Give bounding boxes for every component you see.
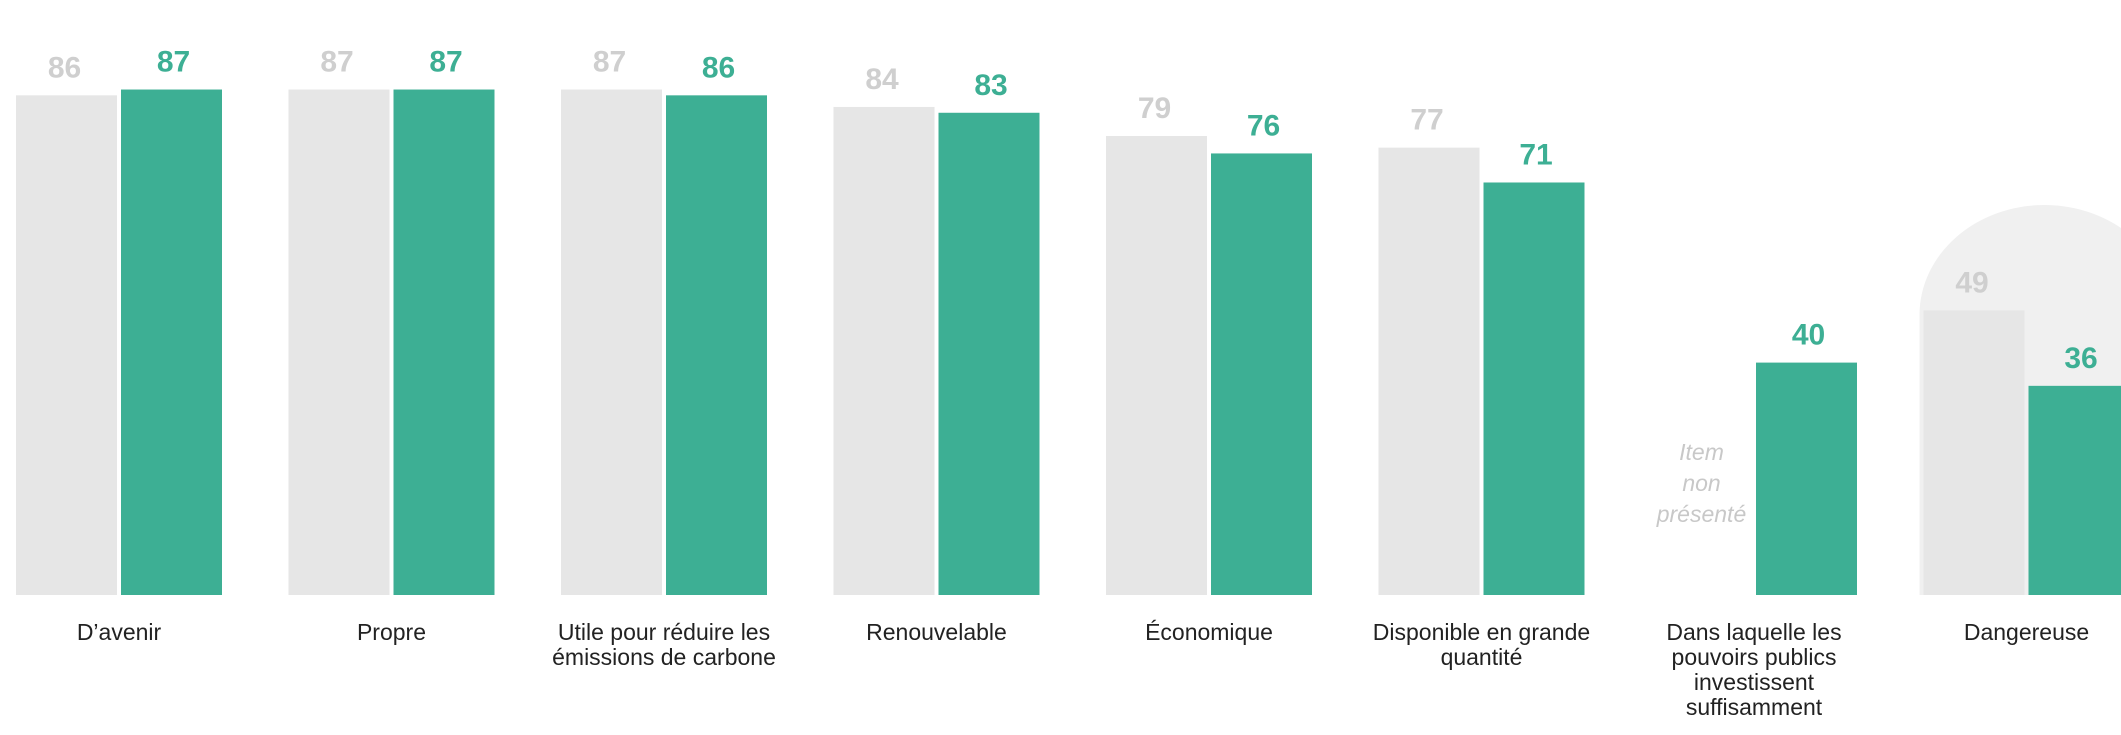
data-label-s1-renouvelable: 84 <box>865 63 899 96</box>
data-label-s1-propre: 87 <box>320 46 353 79</box>
data-label-s2-dangereuse: 36 <box>2064 342 2097 375</box>
bar-s2-d-avenir <box>121 89 222 595</box>
bar-s2-utile-pour-reduire-les-emissions-de-carbone <box>666 95 767 595</box>
data-label-s2-disponible-en-grande-quantite: 71 <box>1519 138 1552 171</box>
data-label-s2-propre: 87 <box>429 46 462 79</box>
bar-s1-dangereuse <box>1923 310 2025 595</box>
data-label-s1-d-avenir: 86 <box>48 51 81 84</box>
category-label-dangereuse: Dangereuse <box>1964 619 2089 645</box>
category-label-dans-laquelle-les-pouvoirs-publics-investissent-suffisamment: pouvoirs publics <box>1672 644 1837 670</box>
data-label-s1-utile-pour-reduire-les-emissions-de-carbone: 87 <box>593 46 626 79</box>
category-label-dans-laquelle-les-pouvoirs-publics-investissent-suffisamment: Dans laquelle les <box>1666 619 1841 645</box>
bar-s2-dangereuse <box>2028 385 2121 595</box>
bar-s2-disponible-en-grande-quantite <box>1483 182 1585 596</box>
category-label-disponible-en-grande-quantite: quantité <box>1441 644 1523 670</box>
category-label-disponible-en-grande-quantite: Disponible en grande <box>1373 619 1590 645</box>
data-label-s2-renouvelable: 83 <box>974 69 1007 102</box>
category-label-utile-pour-reduire-les-emissions-de-carbone: Utile pour réduire les <box>558 619 770 645</box>
bar-s1-d-avenir <box>16 95 117 595</box>
category-label-utile-pour-reduire-les-emissions-de-carbone: émissions de carbone <box>552 644 776 670</box>
missing-label-dans-laquelle-les-pouvoirs-publics-investissent-suffisamment: non <box>1682 470 1720 496</box>
bar-s1-renouvelable <box>833 106 935 596</box>
data-label-s1-economique: 79 <box>1138 92 1171 125</box>
data-label-s1-disponible-en-grande-quantite: 77 <box>1410 104 1443 137</box>
bar-s2-propre <box>393 89 495 595</box>
category-label-dans-laquelle-les-pouvoirs-publics-investissent-suffisamment: investissent <box>1694 669 1815 695</box>
bar-s1-propre <box>288 89 390 595</box>
data-label-s1-dangereuse: 49 <box>1955 266 1988 299</box>
bar-s1-disponible-en-grande-quantite <box>1378 147 1480 595</box>
bar-s2-dans-laquelle-les-pouvoirs-publics-investissent-suffisamment <box>1756 362 1857 595</box>
bar-s1-utile-pour-reduire-les-emissions-de-carbone <box>561 89 662 595</box>
missing-label-dans-laquelle-les-pouvoirs-publics-investissent-suffisamment: présenté <box>1656 501 1747 527</box>
category-label-d-avenir: D’avenir <box>77 619 162 645</box>
category-label-dans-laquelle-les-pouvoirs-publics-investissent-suffisamment: suffisamment <box>1686 694 1823 720</box>
data-label-s2-utile-pour-reduire-les-emissions-de-carbone: 86 <box>702 51 735 84</box>
bar-s2-economique <box>1211 153 1312 595</box>
category-label-propre: Propre <box>357 619 426 645</box>
bar-s2-renouvelable <box>938 112 1040 596</box>
data-label-s2-d-avenir: 87 <box>157 46 190 79</box>
category-label-economique: Économique <box>1145 619 1273 645</box>
category-label-renouvelable: Renouvelable <box>866 619 1007 645</box>
data-label-s2-economique: 76 <box>1247 109 1280 142</box>
data-label-s2-dans-laquelle-les-pouvoirs-publics-investissent-suffisamment: 40 <box>1792 319 1825 352</box>
bar-s1-economique <box>1106 136 1207 595</box>
missing-label-dans-laquelle-les-pouvoirs-publics-investissent-suffisamment: Item <box>1679 439 1724 465</box>
